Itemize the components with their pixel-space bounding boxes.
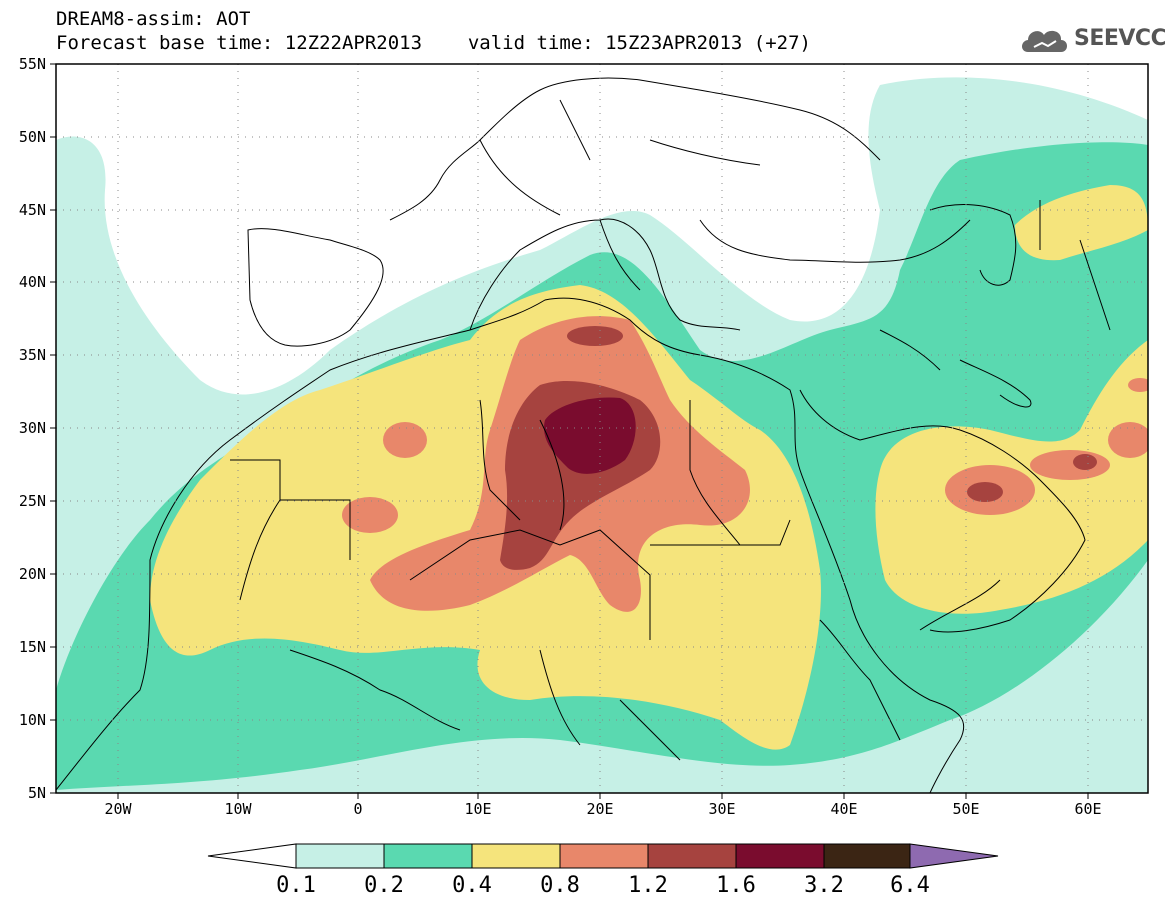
longitude-labels: 20W 10W 0 10E 20E 30E 40E 50E 60E xyxy=(104,800,1101,818)
colorbar-label: 1.2 xyxy=(628,873,668,898)
lat-label: 15N xyxy=(19,638,46,656)
colorbar-label: 1.6 xyxy=(716,873,756,898)
cloud-logo-icon xyxy=(1022,30,1067,52)
colorbar-over-arrow xyxy=(909,843,999,869)
lon-label: 50E xyxy=(952,800,979,818)
logo-text: SEEVCCC xyxy=(1074,26,1165,51)
colorbar-swatch xyxy=(295,843,385,869)
lat-label: 50N xyxy=(19,128,46,146)
colorbar-label: 3.2 xyxy=(804,873,844,898)
aot-level-1-2-blob xyxy=(967,482,1003,502)
colorbar-swatch xyxy=(559,843,649,869)
lon-label: 10W xyxy=(224,800,252,818)
lat-label: 45N xyxy=(19,201,46,219)
colorbar-labels: 0.1 0.2 0.4 0.8 1.2 1.6 3.2 6.4 xyxy=(276,873,930,898)
lat-label: 25N xyxy=(19,492,46,510)
lon-label: 40E xyxy=(830,800,857,818)
colorbar-swatch xyxy=(735,843,825,869)
aot-level-0-4-caspian xyxy=(1015,185,1148,261)
colorbar-swatch xyxy=(471,843,561,869)
colorbar-swatch xyxy=(823,843,911,869)
map-subtitle: Forecast base time: 12Z22APR2013 valid t… xyxy=(56,32,811,54)
lat-label: 55N xyxy=(19,55,46,73)
lat-label: 10N xyxy=(19,711,46,729)
colorbar-label: 0.1 xyxy=(276,873,316,898)
aot-level-0-8-blob xyxy=(1108,422,1148,458)
aot-level-0-8-blob xyxy=(342,497,398,533)
latitude-labels: 55N 50N 45N 40N 35N 30N 25N 20N 15N 10N … xyxy=(19,55,46,802)
colorbar-label: 0.4 xyxy=(452,873,492,898)
lon-label: 20W xyxy=(104,800,132,818)
graticule xyxy=(56,64,1148,793)
valid-time-label: valid time: 15Z23APR2013 (+27) xyxy=(467,32,811,54)
aot-level-1-6-region xyxy=(544,397,636,474)
map-title: DREAM8-assim: AOT xyxy=(56,8,251,30)
colorbar-label: 6.4 xyxy=(890,873,930,898)
coastlines xyxy=(56,77,1111,793)
aot-level-0-8-blob xyxy=(383,422,427,458)
lat-label: 35N xyxy=(19,346,46,364)
axis-ticks xyxy=(50,63,1089,799)
lat-label: 5N xyxy=(28,784,46,802)
lat-label: 30N xyxy=(19,419,46,437)
aot-contours xyxy=(56,77,1148,793)
lon-label: 0 xyxy=(353,800,362,818)
colorbar-under-arrow xyxy=(207,843,297,869)
lon-label: 20E xyxy=(586,800,613,818)
colorbar-swatch xyxy=(647,843,737,869)
base-time-label: Forecast base time: 12Z22APR2013 xyxy=(56,32,423,54)
seevccc-logo: SEEVCCC xyxy=(1018,22,1165,58)
colorbar-swatch xyxy=(383,843,473,869)
colorbar-label: 0.8 xyxy=(540,873,580,898)
lon-label: 30E xyxy=(708,800,735,818)
aot-level-1-2-blob xyxy=(567,326,623,346)
colorbar xyxy=(207,843,999,869)
lon-label: 60E xyxy=(1074,800,1101,818)
lon-label: 10E xyxy=(464,800,491,818)
aot-level-0-8-blob xyxy=(1128,378,1148,392)
lat-label: 40N xyxy=(19,273,46,291)
aot-level-0-8-blob xyxy=(1030,450,1110,480)
colorbar-label: 0.2 xyxy=(364,873,404,898)
lat-label: 20N xyxy=(19,565,46,583)
aot-level-1-2-blob xyxy=(1073,454,1097,470)
